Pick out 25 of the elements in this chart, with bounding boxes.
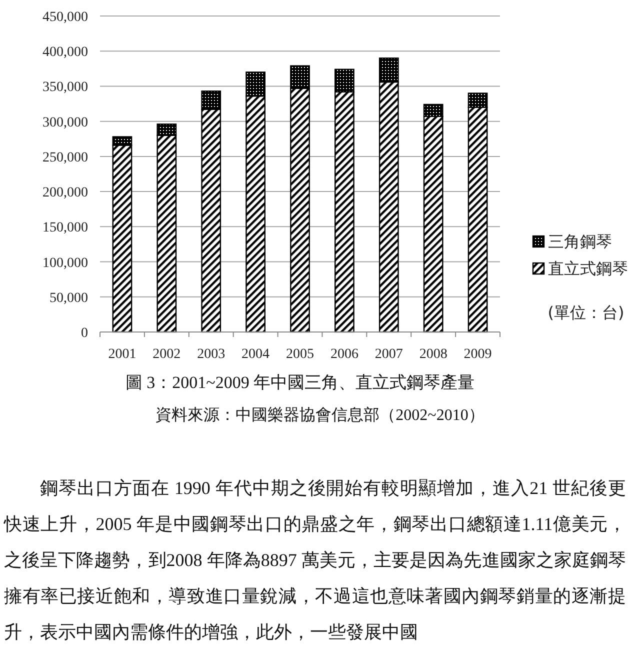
- x-tick-label: 2003: [197, 347, 226, 362]
- y-tick-label: 350,000: [42, 80, 88, 96]
- text: (單位：台): [548, 303, 624, 322]
- x-tick-label: 2007: [374, 347, 403, 362]
- y-tick-label: 50,000: [50, 290, 88, 306]
- x-tick-label: 2005: [286, 347, 314, 362]
- legend-label: 直立式鋼琴: [548, 259, 628, 278]
- x-tick-label: 2006: [330, 347, 358, 362]
- y-tick-label: 300,000: [42, 115, 88, 130]
- legend-label: 三角鋼琴: [548, 232, 612, 251]
- text: 鋼琴出口方面在 1990 年代中期之後開始有較明顯增加，進入21 世紀後更快速上升，2005 年是中國鋼琴出口的鼎盛之年，鋼琴出口總額達1.11億美元，之後呈下降趨勢，到2008 年降為8897 萬美元，主要是因為先進國家之家庭鋼琴擁有率已接近飽和，導致進口量銳減，不過這也意味著國內鋼琴銷量的逐漸提升，表示中國內需條件的增強，此外，一些發展中國: [4, 477, 626, 644]
- x-tick-label: 2001: [108, 347, 136, 362]
- y-tick-label: 100,000: [42, 256, 88, 271]
- text: 圖 3：2001~2009 年中國三角、直立式鋼琴產量: [125, 373, 475, 392]
- source-note: 資料來源：中國樂器協會信息部（2002~2010）: [156, 406, 484, 424]
- y-tick-label: 400,000: [42, 45, 88, 60]
- x-tick-label: 2009: [464, 347, 492, 362]
- y-tick-label: 200,000: [42, 186, 88, 201]
- y-tick-label: 150,000: [42, 220, 88, 236]
- x-tick-label: 2004: [242, 347, 270, 362]
- x-tick-label: 2002: [152, 347, 181, 362]
- y-tick-label: 0: [81, 326, 88, 341]
- y-tick-label: 250,000: [42, 150, 88, 166]
- x-tick-label: 2008: [419, 347, 448, 362]
- y-tick-label: 450,000: [42, 10, 88, 25]
